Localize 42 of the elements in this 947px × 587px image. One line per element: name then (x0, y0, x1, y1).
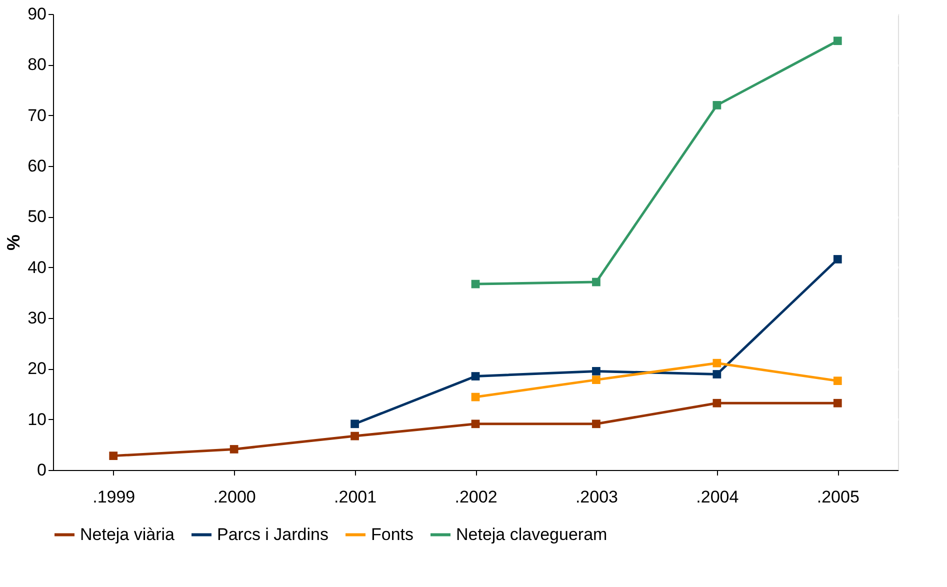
x-tick-label: .2005 (816, 488, 860, 506)
legend-label: Neteja viària (80, 524, 176, 544)
point (592, 420, 600, 428)
y-tick-label: 60 (28, 156, 46, 176)
point (109, 452, 118, 460)
legend-label: Neteja clavegueram (456, 524, 608, 544)
x-tick-label: .2003 (575, 488, 618, 506)
y-axis-title: % (4, 234, 24, 251)
y-tick-label: 20 (28, 359, 46, 378)
point (592, 367, 600, 376)
x-tick-label: .2001 (334, 488, 377, 506)
y-tick-label: 30 (28, 308, 46, 328)
point (471, 392, 480, 402)
y-tick-label: 80 (28, 55, 46, 74)
point (833, 255, 842, 264)
x-tick-label: .2002 (454, 488, 498, 506)
y-tick-label: 50 (28, 207, 46, 226)
x-tick-label: .2000 (213, 488, 256, 506)
y-tick-label: 70 (28, 106, 46, 125)
legend-label: Fonts (371, 524, 414, 544)
point (230, 445, 238, 454)
point (833, 376, 842, 386)
point (833, 36, 842, 46)
point (712, 358, 722, 368)
x-tick-label: .1999 (92, 488, 136, 506)
y-tick-label: 90 (28, 4, 46, 24)
y-tick-label: 0 (37, 460, 46, 480)
point (471, 280, 480, 288)
y-tick-label: 10 (28, 410, 46, 429)
point (833, 398, 842, 408)
point (592, 376, 600, 384)
x-tick-label: .2004 (696, 488, 739, 506)
point (712, 101, 722, 110)
legend-label: Parcs i Jardins (217, 524, 328, 544)
point (592, 278, 600, 286)
point (712, 370, 722, 378)
point (712, 398, 722, 408)
y-tick-label: 40 (28, 258, 46, 277)
point (471, 420, 480, 428)
point (350, 420, 359, 428)
point (350, 432, 359, 440)
point (471, 372, 480, 380)
